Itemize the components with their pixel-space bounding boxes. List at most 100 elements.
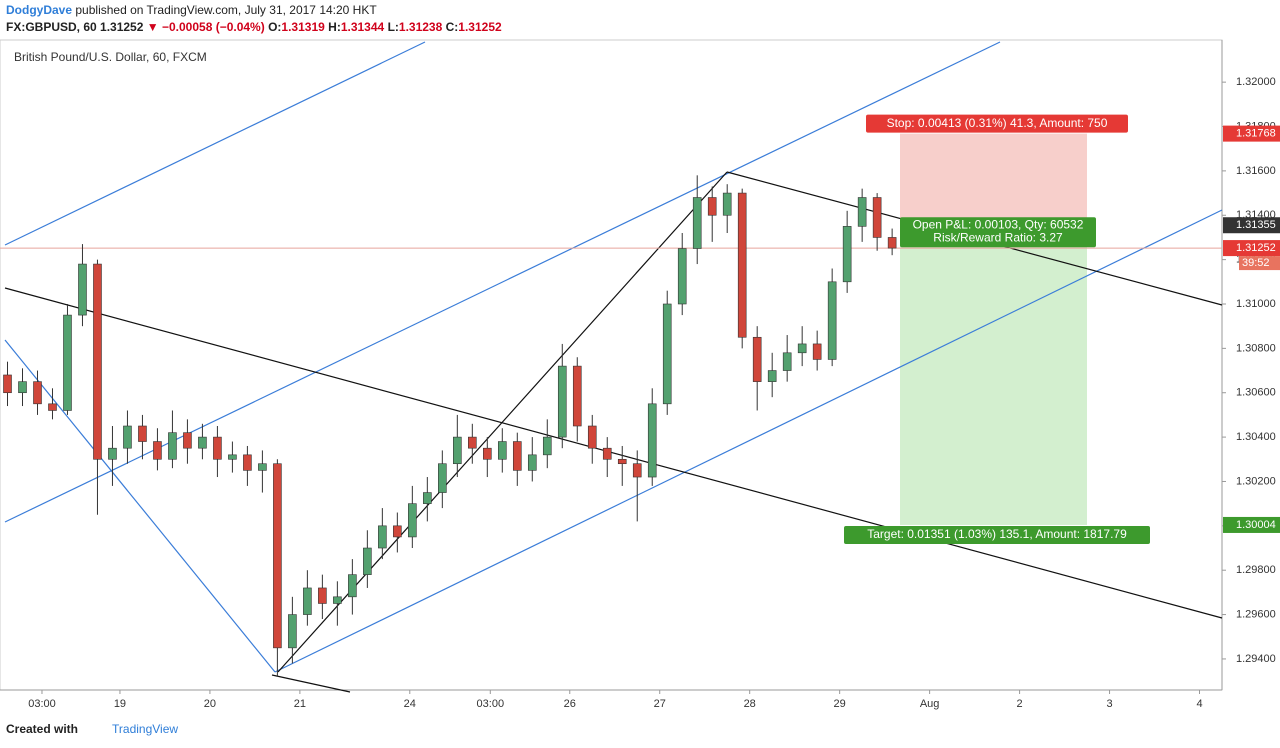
open: 1.31319 — [281, 20, 325, 34]
candle-body — [707, 197, 717, 216]
candle-body — [348, 574, 357, 598]
candle-body — [497, 441, 507, 460]
header-line: FX:GBPUSD, 60 1.31252 ▼ −0.00058 (−0.04%… — [6, 19, 502, 36]
candle-body — [602, 447, 612, 460]
candle-body — [572, 365, 582, 427]
x-tick-label: 28 — [744, 698, 756, 710]
y-tick-label: 1.32000 — [1236, 76, 1276, 88]
axis-price-box — [1223, 516, 1280, 533]
candle-body — [752, 336, 762, 382]
author: DodgyDave — [6, 3, 73, 17]
candle-body — [692, 197, 702, 249]
y-tick-label: 1.30400 — [1236, 431, 1276, 443]
candle-body — [632, 463, 642, 478]
stop-zone — [900, 133, 1087, 226]
candle-body — [378, 525, 387, 549]
stop-label: Stop: 0.00413 (0.31%) 41.3, Amount: 750 — [887, 116, 1108, 130]
candle-body — [393, 525, 402, 538]
position-tool — [900, 133, 1087, 525]
target-label: Target: 0.01351 (1.03%) 135.1, Amount: 1… — [867, 527, 1127, 541]
candle-body — [288, 614, 297, 649]
candle-body — [198, 436, 207, 449]
footer: Created with TradingView — [6, 722, 178, 736]
axis-price-label: 1.30004 — [1236, 519, 1276, 531]
drawings — [4, 41, 1223, 693]
y-tick-label: 1.31600 — [1236, 165, 1276, 177]
axis-price-box — [1223, 125, 1280, 142]
published: published on TradingView.com, July 31, 2… — [75, 3, 377, 17]
rr-label: Risk/Reward Ratio: 3.27 — [933, 230, 1063, 244]
c-label: C: — [445, 20, 459, 34]
y-tick-label: 1.30200 — [1236, 475, 1276, 487]
candle-body — [138, 425, 147, 442]
chart-title: British Pound/U.S. Dollar, 60, FXCM — [14, 50, 207, 64]
candle-body — [363, 547, 372, 575]
candle-body — [318, 587, 327, 604]
last: 1.31252 — [100, 20, 144, 34]
low: 1.31238 — [398, 20, 443, 34]
candle-body — [18, 381, 27, 394]
x-tick-label: 26 — [564, 698, 576, 710]
brand[interactable]: TradingView — [112, 722, 179, 736]
axis-price-label: 1.31252 — [1236, 242, 1276, 254]
trend-line — [4, 339, 276, 673]
y-tick-label: 1.31000 — [1236, 298, 1276, 310]
o-label: O: — [268, 20, 282, 34]
candle-body — [617, 458, 627, 465]
channel-line — [4, 41, 426, 246]
y-tick-label: 1.30800 — [1236, 342, 1276, 354]
symbol: FX:GBPUSD, 60 — [6, 20, 97, 34]
header-line: DodgyDave published on TradingView.com, … — [6, 2, 502, 19]
candle-body — [647, 403, 657, 478]
candle-body — [782, 352, 792, 371]
candle-body — [542, 436, 552, 456]
candle-body — [213, 436, 222, 460]
x-tick-label: 2 — [1017, 698, 1023, 710]
target-label-box — [844, 525, 1150, 544]
x-tick-label: 29 — [834, 698, 846, 710]
high: 1.31344 — [340, 20, 385, 34]
candle-body — [662, 303, 672, 405]
axis-price-box — [1223, 240, 1280, 257]
candle-body — [153, 441, 162, 460]
candle-body — [857, 197, 867, 227]
candle-body — [827, 281, 837, 360]
y-tick-label: 1.29600 — [1236, 608, 1276, 620]
candle-body — [677, 248, 687, 305]
x-tick-label: 24 — [404, 698, 416, 710]
candle-body — [468, 436, 477, 449]
trend-line — [4, 287, 1223, 619]
candle-body — [483, 447, 492, 460]
countdown-box — [1239, 256, 1280, 271]
change: ▼ −0.00058 (−0.04%) — [146, 20, 265, 34]
channel-line — [274, 209, 1223, 673]
candle-body — [438, 463, 447, 493]
axis-price-box — [1223, 217, 1280, 234]
candle-body — [512, 441, 522, 471]
candle-body — [737, 192, 747, 338]
candle-body — [797, 343, 807, 354]
candle-body — [812, 343, 822, 360]
candle-body — [183, 432, 192, 449]
y-tick-label: 1.30600 — [1236, 387, 1276, 399]
candle-body — [453, 436, 462, 465]
close: 1.31252 — [458, 20, 502, 34]
candle-body — [228, 454, 237, 460]
target-zone — [900, 225, 1087, 525]
x-tick-label: 03:00 — [28, 698, 56, 710]
candle-body — [557, 365, 567, 438]
candle-body — [887, 237, 897, 249]
pnl-label: Open P&L: 0.00103, Qty: 60532 — [913, 217, 1084, 231]
candle-body — [303, 587, 312, 615]
countdown: 39:52 — [1242, 257, 1270, 269]
x-tick-label: 4 — [1196, 698, 1202, 710]
candle-body — [243, 454, 252, 471]
y-tick-label: 1.29400 — [1236, 653, 1276, 665]
candle-body — [423, 492, 432, 504]
candle-body — [273, 463, 282, 649]
candle-body — [78, 263, 87, 316]
stop-label-box — [866, 114, 1128, 133]
candle-body — [123, 425, 132, 449]
